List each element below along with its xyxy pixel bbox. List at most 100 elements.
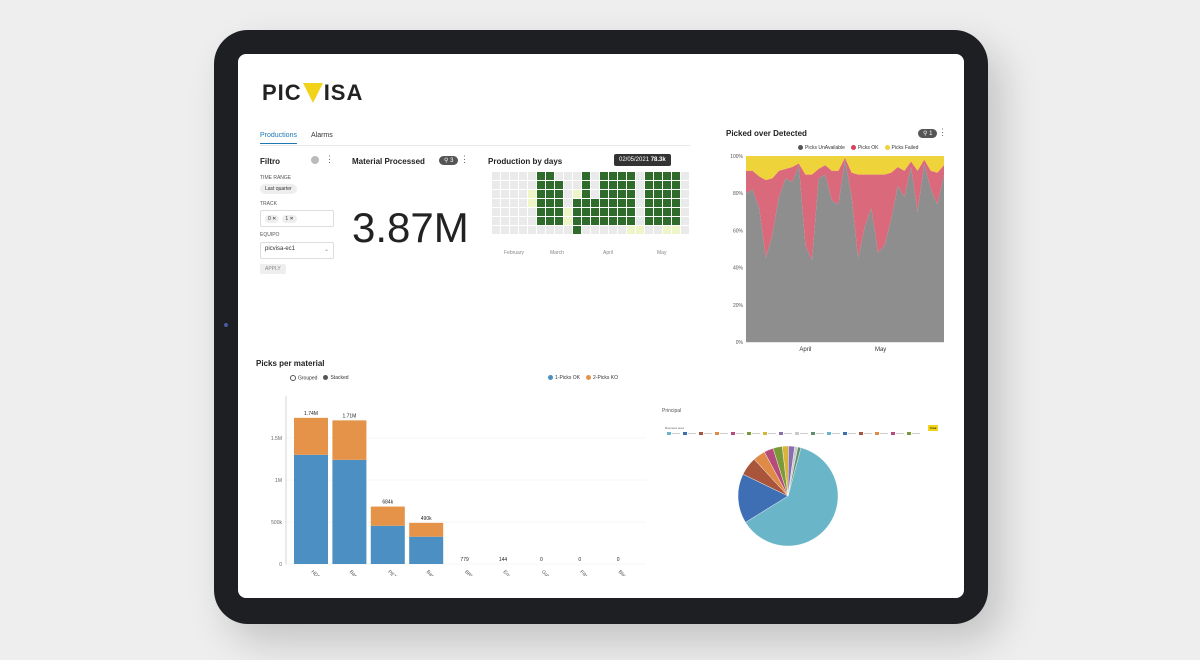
bar-legend: 1-Picks OK 2-Picks KO bbox=[548, 375, 618, 381]
mode-stacked-label: Stacked bbox=[330, 375, 349, 382]
heatmap-cell bbox=[681, 217, 689, 225]
heatmap-cell bbox=[609, 199, 617, 207]
picks-per-material-title: Picks per material bbox=[256, 359, 325, 368]
time-range-chip[interactable]: Last quarter bbox=[260, 184, 297, 194]
track-label: TRACK bbox=[260, 201, 277, 207]
heatmap-month-2: April bbox=[603, 250, 614, 256]
heatmap-cell bbox=[555, 226, 563, 234]
bar-x-tick: Bandeja bbox=[348, 569, 365, 576]
material-processed-menu-icon[interactable]: ⋮ bbox=[460, 154, 469, 164]
heatmap-cell bbox=[492, 199, 500, 207]
picked-legend-failed[interactable]: Picks Failed bbox=[884, 145, 918, 151]
equipo-value: picvisa-ec1 bbox=[265, 246, 296, 252]
bar-picks-ok bbox=[294, 454, 328, 564]
track-select[interactable]: 0 ✕ 1 ✕ bbox=[260, 210, 334, 227]
heatmap-cell bbox=[510, 226, 518, 234]
heatmap-cell bbox=[627, 226, 635, 234]
bar-total-label: 779 bbox=[460, 557, 469, 563]
picked-over-detected-chart[interactable]: 0% 20% 40% 60% 80% 100% April May bbox=[724, 150, 950, 356]
logo-triangle-icon bbox=[302, 83, 323, 103]
equipo-label: EQUIPO bbox=[260, 232, 280, 238]
heatmap-cell bbox=[618, 181, 626, 189]
pie-highlight-tag: Total bbox=[928, 425, 939, 431]
legend-label: 1-Picks OK bbox=[555, 375, 581, 381]
equipo-select[interactable]: picvisa-ec1 ⌄ bbox=[260, 242, 334, 259]
heatmap-cell bbox=[573, 208, 581, 216]
bar-y-tick: 1.5M bbox=[271, 436, 282, 442]
heatmap-cell bbox=[645, 190, 653, 198]
pie-legend-swatch bbox=[747, 432, 751, 435]
heatmap-cell bbox=[546, 181, 554, 189]
picked-legend-ok[interactable]: Picks OK bbox=[850, 145, 879, 151]
dashboard-screen: PIC ISA Productions Alarms Filtro ⋮ TIME … bbox=[238, 54, 964, 598]
heatmap-cell bbox=[510, 199, 518, 207]
heatmap-cell bbox=[618, 199, 626, 207]
track-chip-0[interactable]: 0 ✕ bbox=[265, 214, 280, 223]
picked-legend-unavailable[interactable]: Picks UnAvailable bbox=[798, 145, 845, 151]
heatmap-tooltip: 02/05/2021 78.3k bbox=[614, 154, 671, 166]
heatmap-cell bbox=[636, 172, 644, 180]
heatmap-cell bbox=[519, 208, 527, 216]
heatmap-cell bbox=[681, 208, 689, 216]
heatmap-cell bbox=[492, 190, 500, 198]
bar-total-label: 0 bbox=[617, 557, 620, 563]
logo-text-left: PIC bbox=[262, 80, 302, 105]
heatmap-cell bbox=[636, 217, 644, 225]
material-processed-title: Material Processed bbox=[352, 157, 425, 166]
heatmap-cell bbox=[663, 181, 671, 189]
heatmap-cell bbox=[654, 181, 662, 189]
legend-dot-icon bbox=[798, 145, 803, 151]
pie-legend bbox=[667, 432, 920, 435]
heatmap-cell bbox=[528, 172, 536, 180]
heatmap-cell bbox=[564, 226, 572, 234]
heatmap-cell bbox=[600, 208, 608, 216]
picks-per-material-chart[interactable]: 1.5M 1M 500k 0 1.74M HDPE 1.71M Bandeja 684k PET 4… bbox=[256, 386, 666, 576]
heatmap-cell bbox=[645, 172, 653, 180]
bar-x-tick: BRK bbox=[463, 569, 475, 576]
heatmap-cell bbox=[654, 208, 662, 216]
bar-x-tick: Blanco bbox=[617, 569, 632, 576]
heatmap-cell bbox=[600, 217, 608, 225]
heatmap-cell bbox=[600, 226, 608, 234]
pie-legend-swatch bbox=[827, 432, 831, 435]
picked-over-detected-menu-icon[interactable]: ⋮ bbox=[938, 127, 947, 137]
heatmap-cell bbox=[528, 199, 536, 207]
heatmap-cell bbox=[555, 217, 563, 225]
bar-picks-ko bbox=[294, 417, 328, 455]
heatmap-cell bbox=[636, 190, 644, 198]
apply-button[interactable]: APPLY bbox=[260, 264, 286, 274]
filter-info-icon[interactable] bbox=[311, 156, 319, 164]
heatmap-cell bbox=[600, 190, 608, 198]
filter-menu-icon[interactable]: ⋮ bbox=[325, 154, 334, 164]
area-y-tick: 40% bbox=[733, 266, 744, 272]
area-y-tick: 100% bbox=[730, 154, 743, 160]
bar-total-label: 1.71M bbox=[342, 413, 356, 419]
mode-grouped-radio[interactable]: Grouped bbox=[290, 375, 317, 381]
pie-legend-swatch bbox=[875, 432, 879, 435]
heatmap-cell bbox=[663, 208, 671, 216]
heatmap-cell bbox=[528, 217, 536, 225]
principal-pie-chart[interactable] bbox=[708, 439, 908, 549]
heatmap-cell bbox=[510, 190, 518, 198]
heatmap-cell bbox=[663, 217, 671, 225]
heatmap-cell bbox=[645, 217, 653, 225]
heatmap-cell bbox=[582, 172, 590, 180]
bar-legend-ko[interactable]: 2-Picks KO bbox=[586, 375, 618, 381]
mode-stacked-radio[interactable]: Stacked bbox=[323, 375, 349, 382]
bar-legend-ok[interactable]: 1-Picks OK bbox=[548, 375, 580, 381]
main-tabs: Productions Alarms bbox=[260, 132, 333, 144]
bar-total-label: 0 bbox=[540, 557, 543, 563]
heatmap-cell bbox=[591, 172, 599, 180]
track-chip-1[interactable]: 1 ✕ bbox=[282, 214, 297, 223]
tab-alarms[interactable]: Alarms bbox=[310, 132, 333, 139]
tab-productions[interactable]: Productions bbox=[260, 132, 297, 144]
production-heatmap[interactable] bbox=[492, 172, 692, 258]
area-picks-ok bbox=[746, 157, 944, 261]
heatmap-cell bbox=[564, 172, 572, 180]
heatmap-cell bbox=[627, 172, 635, 180]
picked-over-detected-badge: ⚲ 1 bbox=[918, 129, 938, 138]
heatmap-cell bbox=[528, 226, 536, 234]
heatmap-cell bbox=[609, 226, 617, 234]
bar-picks-ok bbox=[370, 525, 405, 564]
heatmap-cell bbox=[636, 199, 644, 207]
